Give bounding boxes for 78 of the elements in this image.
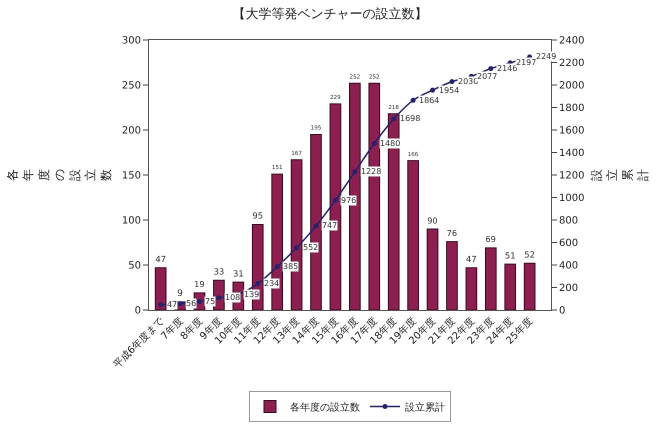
data-label: 31 (232, 268, 244, 278)
y2-axis-title: 設立累計 (589, 169, 650, 181)
y-tick-label: 250 (122, 80, 141, 92)
y2-tick-label: 1600 (559, 126, 584, 136)
point (274, 264, 280, 270)
y2-tick-label: 2000 (559, 80, 584, 92)
y-tick-label: 150 (122, 170, 141, 182)
data-label: 9 (177, 288, 184, 299)
y2-tick-label: 1200 (559, 170, 584, 182)
bar (504, 264, 516, 310)
point (255, 281, 260, 286)
data-label: 51 (504, 250, 516, 260)
data-label: 2146 (497, 64, 518, 73)
y2-tick-label: 600 (559, 238, 578, 249)
bar (154, 267, 166, 310)
data-label: 1480 (380, 139, 400, 148)
y2-tick-label: 1800 (559, 103, 584, 114)
y-tick-label: 50 (128, 260, 141, 272)
data-label: 19 (194, 279, 205, 290)
point (488, 66, 494, 72)
data-label: 108 (225, 293, 240, 302)
data-label: 76 (446, 228, 458, 238)
data-label: 47 (466, 254, 477, 264)
data-label: 90 (427, 215, 438, 226)
point (314, 223, 319, 228)
legend-label: 各年度の設立数 (290, 401, 360, 414)
data-label: 47 (155, 254, 166, 264)
point (352, 169, 358, 174)
data-label: 1864 (419, 96, 440, 105)
point (294, 245, 300, 250)
data-label: 1698 (400, 114, 420, 123)
point (391, 116, 396, 122)
point (410, 98, 416, 103)
y2-tick-label: 400 (559, 260, 578, 272)
legend-label: 設立累計 (405, 401, 445, 414)
bar (426, 228, 438, 310)
data-label: 2197 (516, 58, 536, 67)
data-label: 2077 (477, 72, 498, 81)
y-tick-label: 200 (122, 126, 141, 136)
bar (407, 160, 419, 310)
data-label: 1228 (361, 167, 382, 176)
data-label: 69 (485, 234, 496, 244)
data-label: 56 (186, 299, 196, 308)
data-label: 385 (283, 262, 298, 271)
data-label: 552 (303, 243, 318, 252)
y2-tick-label: 2200 (559, 58, 584, 69)
data-label: 75 (205, 297, 216, 306)
point (449, 79, 454, 84)
data-label: 139 (244, 290, 260, 299)
point (216, 295, 222, 300)
y-tick-label: 100 (122, 216, 141, 226)
data-label: 1954 (439, 86, 460, 95)
y2-tick-label: 800 (559, 216, 578, 226)
y2-tick-label: 200 (559, 283, 578, 294)
data-label: 33 (214, 266, 224, 277)
point (372, 141, 377, 146)
y2-tick-label: 2400 (559, 36, 584, 46)
data-label: 747 (322, 221, 338, 230)
y2-tick-label: 1400 (559, 148, 584, 159)
data-label: 234 (264, 279, 280, 288)
bar (524, 262, 536, 310)
bar (466, 267, 478, 310)
bar (484, 247, 497, 310)
data-label: 2249 (536, 52, 556, 61)
data-label: 95 (252, 210, 264, 221)
data-label: 47 (167, 300, 178, 309)
y-tick-label: 300 (122, 36, 141, 46)
data-label: 52 (524, 249, 535, 260)
bar (446, 241, 458, 310)
point (430, 88, 436, 93)
y-axis-title: 各年度の設立数 (6, 169, 114, 181)
y2-tick-label: 0 (559, 306, 566, 316)
point (332, 198, 338, 203)
y2-tick-label: 1000 (559, 193, 584, 204)
y-tick-label: 0 (134, 306, 141, 316)
point (158, 302, 164, 308)
data-label: 976 (341, 196, 356, 205)
chart-title: 【大学等発ベンチャーの設立数】 (232, 6, 428, 22)
